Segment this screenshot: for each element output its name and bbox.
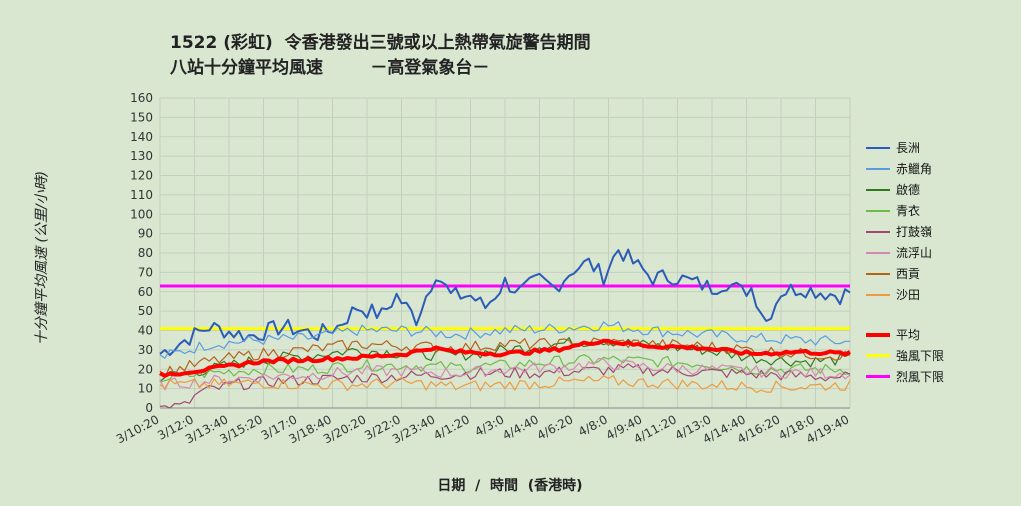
y-tick-label: 110 [130, 188, 153, 202]
y-tick-label: 60 [138, 285, 153, 299]
series-line [159, 337, 851, 379]
series-line [159, 321, 850, 359]
y-tick-label: 0 [145, 401, 153, 415]
y-tick-label: 100 [130, 207, 153, 221]
legend-item: 赤鱲角 [866, 158, 932, 179]
legend-label: 流浮山 [896, 246, 933, 260]
legend-label: 打鼓嶺 [896, 225, 933, 239]
legend-item: 打鼓嶺 [866, 221, 932, 242]
legend-item: 烈風下限 [866, 366, 944, 387]
x-axis-label: 日期 / 時間 (香港時) [437, 478, 583, 494]
legend-item: 強風下限 [866, 345, 944, 366]
legend-summary: 平均強風下限烈風下限 [866, 324, 944, 387]
legend-swatch [866, 375, 890, 378]
chart-title-line2: 八站十分鐘平均風速 －高登氣象台－ [170, 58, 490, 78]
legend-stations: 長洲赤鱲角啟德青衣打鼓嶺流浮山西貢沙田 [866, 137, 932, 305]
legend-item: 平均 [866, 324, 944, 345]
series-line [159, 338, 851, 378]
y-tick-label: 140 [130, 130, 153, 144]
y-tick-label: 120 [130, 169, 153, 183]
legend-label: 青衣 [896, 204, 921, 218]
legend-label: 強風下限 [896, 349, 945, 363]
legend-item: 青衣 [866, 200, 932, 221]
y-tick-label: 130 [130, 149, 153, 163]
y-tick-label: 80 [138, 246, 153, 260]
legend-swatch [866, 272, 890, 275]
series-line [159, 357, 851, 391]
x-tick-label: 4/4:40 [500, 412, 541, 442]
legend-label: 烈風下限 [896, 370, 945, 384]
x-tick-label: 4/3:0 [472, 412, 506, 439]
legend-swatch [866, 354, 890, 357]
series-line [159, 363, 851, 409]
legend-swatch [866, 209, 890, 212]
y-tick-label: 160 [130, 91, 153, 105]
x-tick-label: 3/10:20 [114, 412, 161, 446]
chart-title-line1: 1522 (彩虹) 令香港發出三號或以上熱帶氣旋警告期間 [170, 33, 591, 53]
x-tick-label: 4/1:20 [431, 412, 472, 442]
legend-item: 沙田 [866, 284, 932, 305]
legend-swatch [866, 230, 890, 233]
y-tick-label: 90 [138, 227, 153, 241]
legend-item: 流浮山 [866, 242, 932, 263]
series-line [159, 354, 851, 383]
y-tick-label: 10 [138, 382, 153, 396]
x-tick-label: 4/8:0 [576, 412, 610, 439]
y-axis-label: 十分鐘平均風速 (公里/小時) [34, 170, 50, 346]
legend-swatch [866, 167, 890, 170]
y-tick-label: 70 [138, 265, 153, 279]
legend-item: 啟德 [866, 179, 932, 200]
legend-item: 西貢 [866, 263, 932, 284]
y-tick-label: 50 [138, 304, 153, 318]
legend-swatch [866, 146, 890, 149]
legend-swatch [866, 188, 890, 191]
x-tick-label: 4/6:20 [535, 412, 576, 442]
legend-swatch [866, 293, 890, 296]
legend-label: 長洲 [896, 141, 921, 155]
y-tick-label: 30 [138, 343, 153, 357]
series-line [159, 248, 851, 356]
legend-item: 長洲 [866, 137, 932, 158]
legend-label: 平均 [896, 328, 921, 342]
y-tick-label: 20 [138, 362, 153, 376]
legend-swatch [866, 332, 890, 337]
legend-swatch [866, 251, 890, 254]
legend-label: 沙田 [896, 288, 921, 302]
legend-label: 啟德 [896, 183, 921, 197]
y-tick-label: 150 [130, 110, 153, 124]
legend-label: 西貢 [896, 267, 921, 281]
series-line [159, 375, 851, 393]
y-tick-label: 40 [138, 324, 153, 338]
legend-label: 赤鱲角 [896, 162, 933, 176]
